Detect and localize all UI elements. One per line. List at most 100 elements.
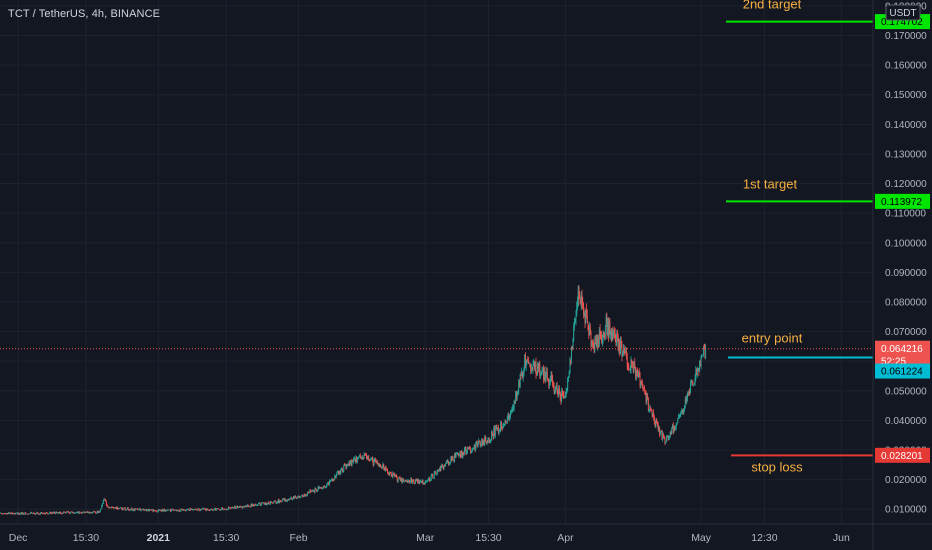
price-axis[interactable]: 0.0100000.0200000.0300000.0400000.050000… — [885, 1, 927, 515]
candle-body — [263, 503, 265, 505]
candle-body — [401, 478, 403, 483]
candle-body — [539, 364, 541, 377]
x-tick-label: Mar — [416, 532, 435, 544]
candle-body — [182, 509, 184, 511]
candle-body — [420, 481, 422, 483]
candle-body — [57, 512, 59, 513]
candle-body — [554, 390, 556, 392]
candle-body — [571, 346, 573, 349]
candle-body — [25, 513, 27, 515]
candle-body — [393, 473, 394, 475]
candle-body — [111, 506, 113, 508]
candle-body — [123, 507, 125, 509]
candle-body — [504, 420, 506, 426]
candle-body — [283, 498, 285, 500]
candle-body — [296, 497, 298, 499]
time-axis[interactable]: Dec 15:30 2021 15:30 Feb Mar 15:30 Apr May 12:30 J… — [9, 532, 850, 544]
candle-body — [253, 505, 255, 507]
candle-body — [71, 511, 73, 513]
candle-body — [675, 427, 676, 429]
candle-body — [656, 420, 658, 423]
currency-badge[interactable]: USDT — [885, 4, 921, 21]
candle-body — [327, 482, 329, 484]
candle-body — [268, 501, 270, 505]
candle-body — [250, 503, 252, 507]
candle-body — [126, 509, 128, 510]
candle-body — [56, 512, 58, 514]
candle-body — [68, 511, 70, 513]
candle-body — [246, 505, 247, 507]
candle-body — [355, 457, 357, 462]
candle-body — [693, 384, 695, 385]
candle-body — [562, 394, 564, 396]
candle-body — [698, 368, 700, 372]
candle-body — [552, 378, 554, 385]
candle-body — [434, 471, 436, 473]
candle-body — [690, 382, 692, 394]
candle-body — [506, 421, 508, 423]
candle-body — [555, 386, 557, 391]
candle-body — [595, 339, 597, 341]
candle-body — [680, 412, 682, 415]
candle-body — [200, 509, 201, 511]
candle-body — [411, 478, 413, 484]
candle-body — [45, 512, 47, 514]
candle-body — [293, 497, 295, 499]
candle-body — [171, 509, 173, 511]
candle-body — [365, 455, 367, 458]
candle-body — [22, 513, 24, 515]
candle-body — [225, 509, 227, 511]
level-price-label: 0.113972 — [881, 197, 922, 208]
candle-body — [153, 510, 155, 512]
candle-body — [160, 510, 162, 511]
candle-body — [684, 399, 686, 407]
candle-body — [49, 512, 51, 514]
candle-body — [72, 512, 74, 514]
candle-body — [535, 362, 537, 375]
candle-body — [235, 507, 237, 509]
candle-body — [84, 512, 86, 513]
candle-body — [378, 462, 379, 465]
candle-body — [676, 422, 678, 425]
candle-body — [79, 511, 81, 513]
candle-body — [629, 368, 631, 370]
candle-body — [321, 486, 323, 490]
candle-body — [396, 477, 398, 482]
candle-body — [331, 479, 333, 481]
candle-body — [509, 416, 511, 419]
candle-body — [70, 511, 72, 513]
candle-body — [334, 476, 336, 480]
candle-body — [80, 512, 82, 514]
candle-body — [381, 466, 382, 469]
candle-body — [584, 313, 586, 323]
candle-body — [136, 508, 138, 510]
candle-body — [113, 507, 115, 509]
candle-body — [2, 513, 4, 515]
candle-body — [443, 464, 445, 469]
candle-body — [50, 512, 51, 514]
candle-body — [356, 458, 358, 463]
candle-body — [261, 502, 263, 504]
candle-body — [261, 502, 263, 505]
candle-body — [396, 475, 397, 478]
candle-body — [460, 451, 462, 458]
candle-body — [309, 490, 311, 493]
candle-body — [344, 464, 345, 466]
candle-body — [491, 431, 492, 440]
candle-body — [578, 287, 580, 299]
candle-body — [344, 464, 346, 466]
candle-body — [237, 506, 239, 508]
candle-body — [149, 509, 151, 511]
candle-body — [347, 464, 348, 466]
candle-body — [110, 507, 112, 509]
candle-body — [158, 509, 160, 511]
candle-body — [337, 471, 339, 473]
candle-body — [270, 502, 272, 504]
candle-body — [264, 502, 266, 505]
candle-body — [269, 503, 271, 505]
candle-body — [591, 341, 593, 347]
candle-body — [528, 360, 529, 364]
candle-body — [517, 393, 519, 395]
candle-body — [537, 363, 539, 370]
